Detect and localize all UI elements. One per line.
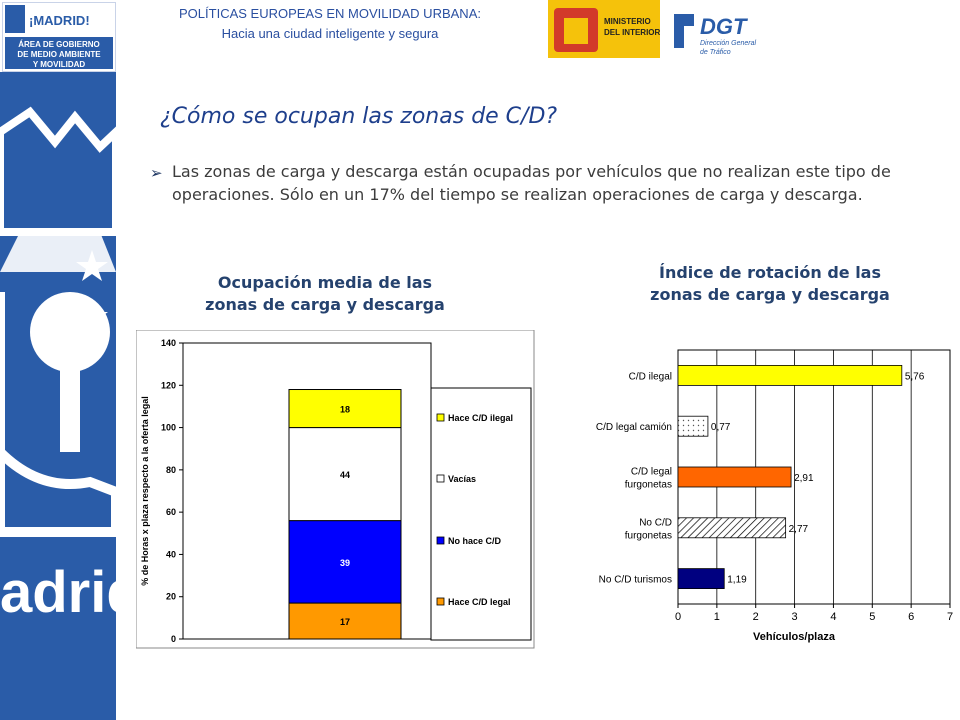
chart1-bar-segment	[288, 520, 402, 604]
chart1-ytick-label: 140	[161, 338, 176, 348]
madrid-logo-text: ¡MADRID!	[29, 13, 90, 28]
chart1-ylabel: % de Horas x plaza respecto a la oferta …	[140, 396, 150, 586]
chart2-data-label: 1,19	[727, 575, 747, 586]
chart1-ytick-label: 60	[166, 507, 176, 517]
chart2-category-label: C/D legal camión	[596, 422, 672, 433]
madrid-logo: ¡MADRID! ÁREA DE GOBIERNO DE MEDIO AMBIE…	[2, 2, 116, 72]
chart2-title-line1: Índice de rotación de las	[659, 263, 881, 282]
chart1-ytick-label: 120	[161, 380, 176, 390]
chart1-data-label: 44	[340, 470, 350, 480]
chart2-xtick-label: 1	[714, 611, 720, 623]
chart2-data-label: 2,77	[789, 524, 809, 535]
header-subtitle: Hacia una ciudad inteligente y segura	[221, 26, 439, 41]
dgt-icon	[674, 14, 694, 48]
dgt-sub1: Dirección General	[700, 40, 756, 47]
area-line3: Y MOVILIDAD	[33, 60, 86, 69]
chart1-bar-segment	[288, 602, 402, 640]
chart1-title-line2: zonas de carga y descarga	[205, 295, 445, 314]
slide-title: ¿Cómo se ocupan las zonas de C/D?	[160, 104, 558, 129]
sidebar-madrid-text: adrid	[0, 560, 116, 625]
chart1-legend-swatch	[436, 597, 445, 606]
header-title: POLÍTICAS EUROPEAS EN MOVILIDAD URBANA:	[179, 6, 481, 21]
ministerio-line2: DEL INTERIOR	[604, 28, 660, 37]
ministerio-logo: MINISTERIO DEL INTERIOR	[548, 0, 661, 58]
chart2-xtick-label: 6	[908, 611, 914, 623]
chart2-bar	[677, 568, 725, 590]
chart2-bar	[677, 364, 903, 386]
chart1-bar-segment	[288, 427, 402, 522]
chart1-data-label: 18	[340, 405, 350, 415]
chart2-bar	[677, 415, 709, 437]
dgt-logo-svg: DGT Dirección General de Tráfico	[674, 14, 756, 56]
chart1-legend-label: Hace C/D legal	[448, 597, 511, 607]
chart2-category-label: furgonetas	[625, 480, 672, 491]
chart2-category-label: C/D ilegal	[629, 371, 672, 382]
chart1-ytick-label: 20	[166, 592, 176, 602]
chart1-legend-swatch	[436, 474, 445, 483]
chart2-category-label: furgonetas	[625, 530, 672, 541]
chart1-legend-label: No hace C/D	[448, 536, 502, 546]
chart1-bar-segment	[288, 389, 402, 429]
area-line1: ÁREA DE GOBIERNO	[18, 40, 100, 49]
chart1-ytick-label: 80	[166, 465, 176, 475]
madrid-coat-of-arms-panel: adrid	[0, 72, 116, 720]
chart2-bar	[677, 517, 787, 539]
chart2-xtick-label: 2	[753, 611, 759, 623]
chart1-title: Ocupación media de las zonas de carga y …	[170, 272, 480, 316]
chart1-legend-swatch	[436, 413, 445, 422]
sidebar: ¡MADRID! ÁREA DE GOBIERNO DE MEDIO AMBIE…	[0, 0, 116, 720]
chart2-category-label: C/D legal	[631, 467, 672, 478]
chart2-bar	[677, 466, 792, 488]
chart2-category-label: No C/D turismos	[599, 575, 672, 586]
madrid-logo-svg: ¡MADRID! ÁREA DE GOBIERNO DE MEDIO AMBIE…	[5, 5, 113, 69]
chart2-horizontal-bar: 0 1 2 3 4 5 6 7 Vehículos/plaza 5,76 C/D ilegal 0,7…	[596, 349, 953, 643]
dgt-text: DGT	[700, 14, 748, 39]
chart2-xtick-label: 5	[869, 611, 875, 623]
bullet-arrow-icon: ➢	[150, 164, 163, 182]
chart1-stacked-bar: 0 20 40 60 80 100 120 140 % de Horas x plaza res…	[136, 330, 535, 649]
ministerio-line1: MINISTERIO	[604, 17, 651, 26]
chart2-data-label: 5,76	[905, 371, 925, 382]
chart1-legend-label: Hace C/D ilegal	[448, 413, 513, 423]
ministerio-logo-svg: MINISTERIO DEL INTERIOR	[554, 8, 661, 52]
chart2-xtick-label: 4	[830, 611, 836, 623]
chart2-xlabel: Vehículos/plaza	[753, 631, 836, 643]
chart1-legend	[430, 387, 532, 641]
chart1-title-line1: Ocupación media de las	[217, 273, 433, 292]
dgt-sub2: de Tráfico	[700, 49, 731, 56]
chart1-legend-swatch	[436, 536, 445, 545]
area-line2: DE MEDIO AMBIENTE	[17, 50, 101, 59]
chart2-xtick-label: 3	[792, 611, 798, 623]
chart2-title: Índice de rotación de las zonas de carga…	[610, 262, 930, 306]
coat-of-arms-icon: adrid	[0, 106, 116, 625]
chart2-data-label: 0,77	[711, 422, 731, 433]
chart2-data-label: 2,91	[794, 473, 814, 484]
chart1-legend-label: Vacías	[448, 474, 476, 484]
chart2-title-line2: zonas de carga y descarga	[650, 285, 890, 304]
chart1-ytick-label: 0	[171, 634, 176, 644]
chart2-xtick-label: 7	[947, 611, 953, 623]
chart1-ytick-label: 40	[166, 549, 176, 559]
area-badge	[5, 37, 113, 69]
chart1-data-label: 17	[340, 617, 350, 627]
dgt-logo: DGT Dirección General de Tráfico	[666, 4, 776, 56]
chart1-data-label: 39	[340, 558, 350, 568]
chart2-xtick-label: 0	[675, 611, 681, 623]
chart2-category-label: No C/D	[639, 517, 672, 528]
chart1-ytick-label: 100	[161, 423, 176, 433]
bullet-text: Las zonas de carga y descarga están ocup…	[172, 162, 891, 204]
crest-icon	[5, 5, 25, 33]
